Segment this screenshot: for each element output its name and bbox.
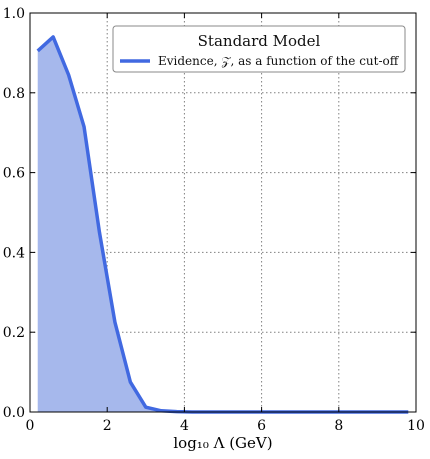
- series-area: [37, 36, 409, 412]
- area-fill: [37, 36, 409, 412]
- plot-frame: [29, 12, 417, 413]
- x-tick-label: 10: [407, 418, 425, 434]
- x-tick-label: 8: [334, 418, 343, 434]
- x-axis-label: log₁₀ Λ (GeV): [173, 434, 272, 452]
- y-tick-label: 0.6: [3, 166, 25, 182]
- legend-entry: Evidence, 𝒵, as a function of the cut-of…: [158, 54, 400, 68]
- axis-ticks: 0 2 4 6 8 10 0.0 0.2 0.4 0.6 0.8 1.0: [3, 6, 425, 434]
- x-tick-label: 4: [180, 418, 189, 434]
- y-tick-label: 0.8: [3, 86, 25, 102]
- legend-box: [112, 25, 406, 73]
- x-tick-label: 2: [103, 418, 112, 434]
- y-tick-label: 0.2: [3, 325, 25, 341]
- legend-title: Standard Model: [198, 32, 321, 50]
- x-tick-label: 0: [26, 418, 35, 434]
- y-tick-label: 0.4: [3, 245, 25, 261]
- x-tick-label: 6: [257, 418, 266, 434]
- y-tick-label: 1.0: [3, 6, 25, 22]
- y-tick-label: 0.0: [3, 405, 25, 421]
- legend: Standard Model Evidence, 𝒵, as a functio…: [112, 25, 406, 73]
